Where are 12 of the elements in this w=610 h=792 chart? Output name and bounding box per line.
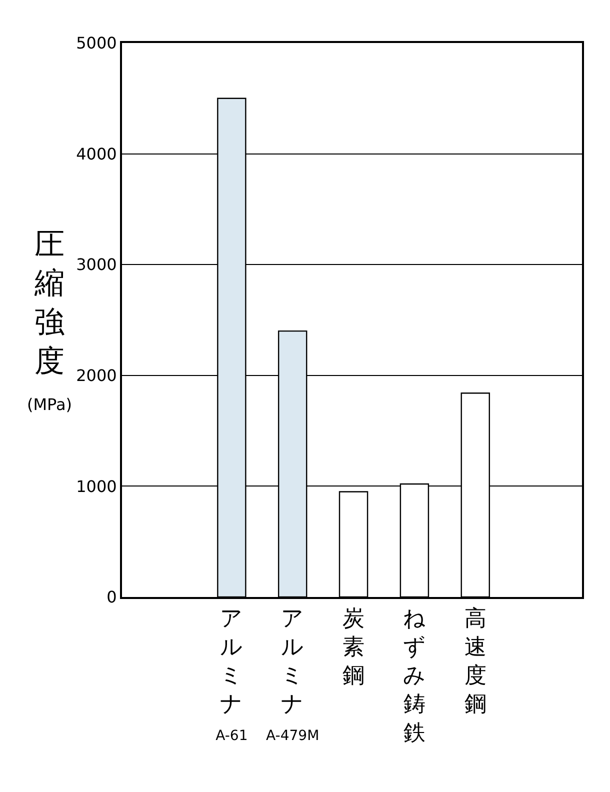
x-tick-label: 炭素鋼 [342, 606, 365, 689]
y-axis-title: 圧縮強度 (MPa) [27, 227, 72, 414]
y-tick-label: 3000 [76, 255, 117, 274]
x-tick-label: ねずみ鋳鉄 [402, 606, 426, 746]
y-tick-label: 4000 [76, 144, 117, 164]
y-tick-label: 5000 [76, 34, 117, 53]
y-tick-label: 2000 [76, 366, 117, 385]
y-tick-label: 1000 [76, 476, 117, 496]
x-tick-label: アルミナ A-61 [216, 606, 248, 744]
y-tick-label: 0 [106, 588, 117, 607]
x-tick-label: アルミナ A-479M [266, 606, 320, 744]
x-tick-label: 高速度鋼 [464, 606, 486, 718]
